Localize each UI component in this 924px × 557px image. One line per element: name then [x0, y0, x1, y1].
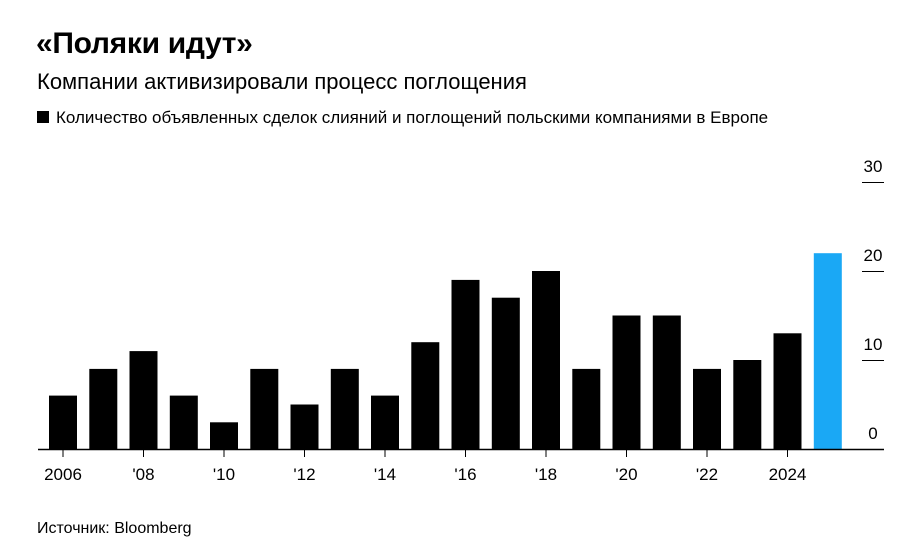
chart-title: «Поляки идут» [36, 27, 253, 60]
bar-2018 [532, 271, 560, 449]
bar-2024 [773, 333, 802, 449]
bar-2011 [250, 368, 279, 449]
x-tick-label-2014: '14 [374, 465, 396, 484]
bar-2019 [572, 368, 601, 449]
bar-2020 [612, 315, 641, 449]
bar-2010 [210, 422, 238, 449]
bar-2016 [451, 279, 480, 449]
bar-2014 [371, 395, 399, 449]
x-tick-label-2012: '12 [293, 465, 315, 484]
bar-2006 [49, 395, 77, 449]
bar-2015 [411, 342, 440, 449]
x-tick-label-2018: '18 [535, 465, 557, 484]
bar-2012 [290, 404, 319, 449]
bar-2008 [129, 351, 158, 449]
bar-2022 [693, 368, 721, 449]
legend: Количество объявленных сделок слияний и … [37, 106, 877, 129]
x-tick-label-2008: '08 [132, 465, 154, 484]
legend-swatch [37, 111, 49, 123]
x-tick-label-2022: '22 [696, 465, 718, 484]
x-tick-label-2016: '16 [454, 465, 476, 484]
source-note: Источник: Bloomberg [37, 520, 192, 537]
bar-2007 [89, 368, 118, 449]
y-tick-label-30: 30 [864, 157, 883, 176]
bar-2009 [169, 395, 198, 449]
x-tick-label-2010: '10 [213, 465, 235, 484]
bar-2021 [652, 315, 681, 449]
chart-subtitle: Компании активизировали процесс поглощен… [37, 69, 527, 94]
legend-label: Количество объявленных сделок слияний и … [56, 108, 769, 127]
y-tick-label-10: 10 [864, 335, 883, 354]
y-tick-label-20: 20 [864, 246, 883, 265]
x-tick-label-2006: 2006 [44, 465, 82, 484]
bar-2025 [813, 253, 842, 449]
bar-2013 [330, 368, 359, 449]
bar-2023 [733, 360, 762, 449]
x-tick-label-2020: '20 [615, 465, 637, 484]
x-tick-label-2024: 2024 [769, 465, 807, 484]
y-tick-label-0: 0 [868, 424, 877, 443]
bar-2017 [491, 297, 520, 449]
